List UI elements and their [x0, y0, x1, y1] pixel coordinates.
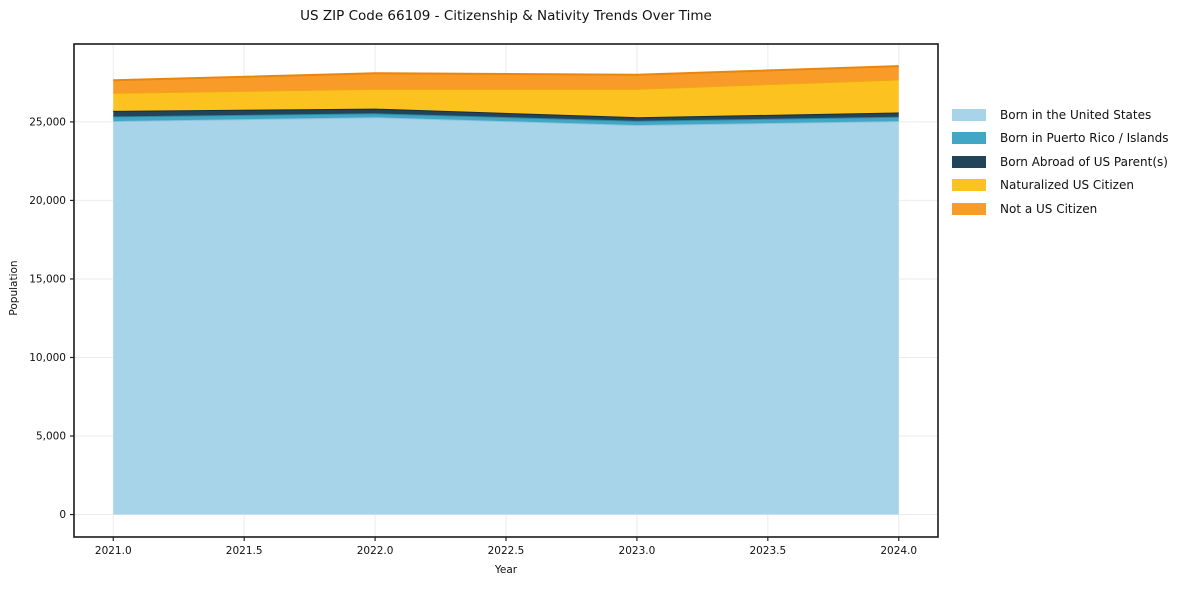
x-tick-label: 2022.5: [488, 545, 525, 557]
legend-swatch: [952, 179, 986, 192]
legend-swatch: [952, 202, 986, 215]
legend-swatch: [952, 155, 986, 168]
legend-label: Not a US Citizen: [1000, 201, 1098, 216]
legend-swatch: [952, 108, 986, 121]
x-tick-label: 2021.0: [95, 545, 132, 557]
legend-label: Born Abroad of US Parent(s): [1000, 154, 1168, 169]
y-tick-label: 15,000: [29, 273, 66, 285]
chart-title: US ZIP Code 66109 - Citizenship & Nativi…: [300, 8, 712, 24]
area-band-edge: [113, 116, 899, 127]
y-tick-label: 25,000: [29, 116, 66, 128]
legend-item: Not a US Citizen: [952, 197, 1169, 221]
legend-label: Naturalized US Citizen: [1000, 178, 1134, 193]
legend-item: Born in Puerto Rico / Islands: [952, 127, 1169, 151]
area-band: [113, 113, 899, 125]
y-tick-label: 10,000: [29, 352, 66, 364]
legend-label: Born in Puerto Rico / Islands: [1000, 131, 1169, 146]
legend-item: Naturalized US Citizen: [952, 174, 1169, 198]
x-axis-label: Year: [494, 564, 518, 576]
x-tick-label: 2024.0: [880, 545, 917, 557]
area-band: [113, 117, 899, 515]
y-tick-label: 5,000: [36, 431, 66, 443]
legend-label: Born in the United States: [1000, 107, 1152, 122]
x-tick-label: 2023.5: [749, 545, 786, 557]
legend-item: Born in the United States: [952, 103, 1169, 127]
area-band: [113, 79, 899, 118]
x-tick-label: 2022.0: [357, 545, 394, 557]
legend-item: Born Abroad of US Parent(s): [952, 150, 1169, 174]
legend-swatch: [952, 132, 986, 145]
y-tick-label: 0: [59, 509, 66, 521]
area-band: [113, 108, 899, 121]
y-axis-label: Population: [8, 260, 20, 316]
area-band-edge: [113, 65, 899, 82]
x-tick-label: 2023.0: [619, 545, 656, 557]
y-tick-label: 20,000: [29, 195, 66, 207]
x-tick-label: 2021.5: [226, 545, 263, 557]
legend: Born in the United States Born in Puerto …: [952, 103, 1169, 221]
